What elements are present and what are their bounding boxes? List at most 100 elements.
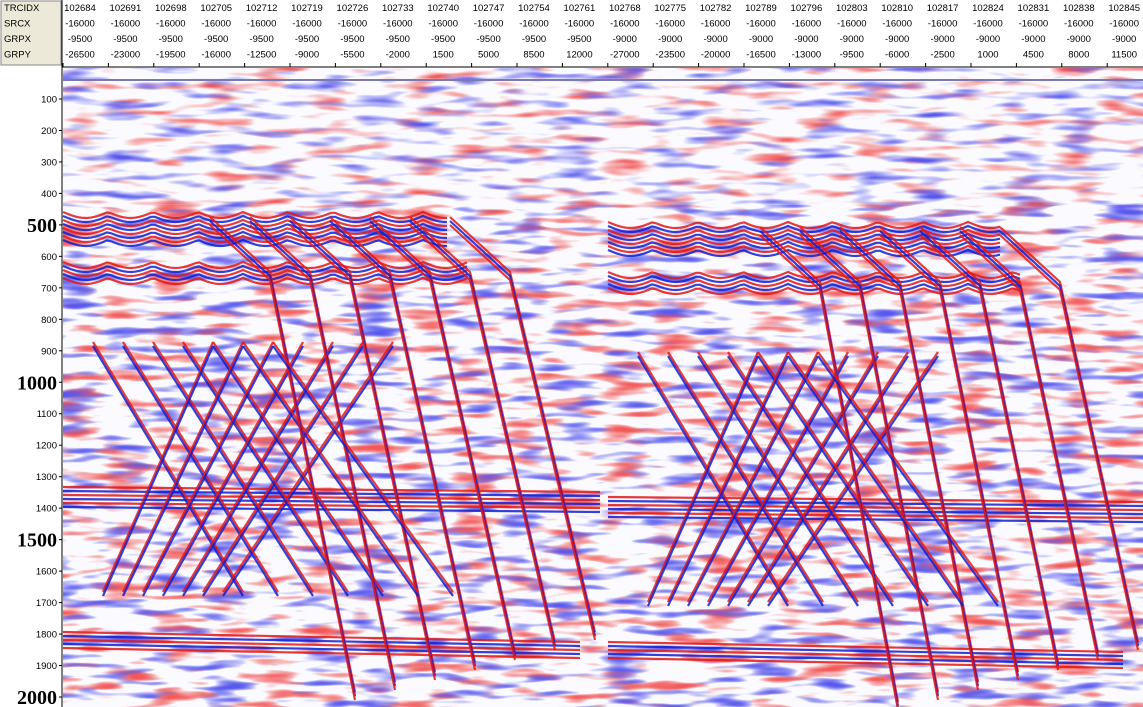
trace-header-value: 102782 xyxy=(700,3,732,14)
trace-header-value: -9500 xyxy=(159,34,183,45)
trace-header-value: 102796 xyxy=(791,3,823,14)
time-tick-label: 1600 xyxy=(36,567,57,578)
trace-header-value: 102789 xyxy=(745,3,777,14)
trace-header-value: -26500 xyxy=(65,50,95,61)
trace-header-value: -16000 xyxy=(928,19,958,30)
trace-header-value: 102775 xyxy=(654,3,686,14)
trace-header-value: -16000 xyxy=(610,19,640,30)
trace-header-value: -19500 xyxy=(156,50,186,61)
trace-header-value: -9000 xyxy=(703,34,727,45)
time-tick-label: 1000 xyxy=(17,372,57,394)
time-tick-label: 1500 xyxy=(17,530,57,552)
trace-header-value: 102740 xyxy=(427,3,459,14)
trace-header-value: -9500 xyxy=(340,34,364,45)
trace-header-value: -9000 xyxy=(840,34,864,45)
trace-header-value: 1500 xyxy=(433,50,454,61)
trace-header-value: 102803 xyxy=(836,3,868,14)
trace-header-value: 102691 xyxy=(110,3,142,14)
time-tick-label: 300 xyxy=(41,157,57,168)
trace-header-value: -16000 xyxy=(65,19,95,30)
trace-header-value: -9000 xyxy=(295,50,319,61)
time-tick-label: 700 xyxy=(41,283,57,294)
trace-header-value: -16000 xyxy=(1019,19,1049,30)
trace-header-value: -9500 xyxy=(113,34,137,45)
time-tick-label: 1300 xyxy=(36,472,57,483)
trace-header-value: -23500 xyxy=(655,50,685,61)
trace-header-value: 102684 xyxy=(64,3,96,14)
trace-header-value: 8000 xyxy=(1068,50,1089,61)
trace-header-value: 102810 xyxy=(881,3,913,14)
trace-header-value: -27000 xyxy=(610,50,640,61)
trace-header-value: -16000 xyxy=(292,19,322,30)
trace-header-value: 102733 xyxy=(382,3,414,14)
time-tick-label: 2000 xyxy=(17,687,57,707)
trace-header-value: -9500 xyxy=(204,34,228,45)
trace-header-value: 11500 xyxy=(1111,50,1137,61)
time-tick-label: 1800 xyxy=(36,630,57,641)
time-tick-label: 1700 xyxy=(36,598,57,609)
seismic-image xyxy=(63,68,1143,707)
trace-header-value: 102747 xyxy=(473,3,505,14)
trace-header-value: -9000 xyxy=(1021,34,1045,45)
trace-header-value: -16000 xyxy=(111,19,141,30)
header-label: GRPX xyxy=(4,34,32,45)
time-tick-label: 600 xyxy=(41,252,57,263)
trace-header-value: -16500 xyxy=(746,50,776,61)
trace-header-value: -9000 xyxy=(658,34,682,45)
trace-header-value: 102761 xyxy=(564,3,596,14)
trace-header-value: -9500 xyxy=(522,34,546,45)
trace-header-value: -9500 xyxy=(431,34,455,45)
trace-header-value: -6000 xyxy=(885,50,909,61)
trace-header-value: 102831 xyxy=(1018,3,1050,14)
trace-header-value: -9000 xyxy=(1067,34,1091,45)
trace-header-value: -9500 xyxy=(249,34,273,45)
time-tick-label: 100 xyxy=(41,95,57,106)
trace-header-value: -9500 xyxy=(476,34,500,45)
trace-header-value: 102719 xyxy=(291,3,323,14)
trace-header-value: -16000 xyxy=(746,19,776,30)
trace-header-value: -9000 xyxy=(613,34,637,45)
time-tick-label: 1400 xyxy=(36,504,57,515)
trace-header-value: -16000 xyxy=(701,19,731,30)
trace-header-value: -9500 xyxy=(295,34,319,45)
trace-header-value: -2500 xyxy=(930,50,954,61)
trace-header-value: -2000 xyxy=(386,50,410,61)
time-tick-label: 900 xyxy=(41,346,57,357)
trace-header-value: -9500 xyxy=(68,34,92,45)
trace-header-value: 8500 xyxy=(523,50,544,61)
trace-header-value: -23000 xyxy=(111,50,141,61)
trace-header-value: -16000 xyxy=(519,19,549,30)
trace-header-value: -9500 xyxy=(840,50,864,61)
time-tick-label: 1100 xyxy=(37,409,57,420)
trace-header-value: -16000 xyxy=(973,19,1003,30)
trace-header-value: 102726 xyxy=(337,3,369,14)
trace-header-value: -13000 xyxy=(792,50,822,61)
trace-header-value: -9000 xyxy=(930,34,954,45)
seismic-view: TRCIDXSRCXGRPXGRPY102684-16000-9500-2650… xyxy=(0,0,1143,707)
trace-header-value: 102768 xyxy=(609,3,641,14)
header-label: SRCX xyxy=(4,19,31,30)
trace-header-value: 102845 xyxy=(1108,3,1140,14)
trace-header-value: 102817 xyxy=(927,3,959,14)
trace-header-value: -16000 xyxy=(1109,19,1139,30)
trace-header-value: -16000 xyxy=(383,19,413,30)
trace-header-value: -9500 xyxy=(386,34,410,45)
trace-header-value: -16000 xyxy=(837,19,867,30)
trace-header-value: -9000 xyxy=(794,34,818,45)
trace-header-value: -16000 xyxy=(338,19,368,30)
trace-header-value: -9000 xyxy=(749,34,773,45)
trace-header-value: -9000 xyxy=(1112,34,1136,45)
trace-header-value: -16000 xyxy=(792,19,822,30)
trace-header-value: -16000 xyxy=(428,19,458,30)
trace-header-value: -16000 xyxy=(201,19,231,30)
trace-header-value: 102754 xyxy=(518,3,550,14)
trace-header-value: -16000 xyxy=(474,19,504,30)
trace-header-value: 1000 xyxy=(977,50,998,61)
time-tick-label: 400 xyxy=(41,189,57,200)
header-label: GRPY xyxy=(4,50,32,61)
trace-header-value: -20000 xyxy=(701,50,731,61)
trace-header-value: -12500 xyxy=(247,50,277,61)
trace-header-value: 102824 xyxy=(972,3,1004,14)
time-tick-label: 200 xyxy=(41,126,57,137)
trace-header-value: 102705 xyxy=(200,3,232,14)
